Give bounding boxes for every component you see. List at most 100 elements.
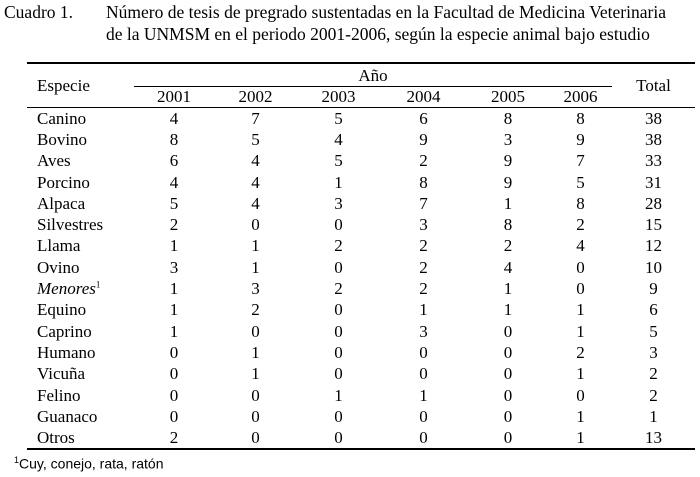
- value-cell: 2: [134, 427, 214, 451]
- value-cell: 7: [251, 108, 260, 128]
- value-cell: 0: [334, 342, 343, 362]
- species-cell: Humano: [27, 342, 134, 363]
- species-cell: Caprino: [27, 321, 134, 342]
- species-name: Llama: [37, 236, 81, 256]
- species-name: Alpaca: [37, 193, 86, 213]
- value-cell: 5: [169, 193, 179, 213]
- year-group-header: Año: [134, 62, 612, 87]
- species-cell: Porcino: [27, 172, 134, 193]
- table-row: Canino 4 7 5 6 8 8 38: [27, 108, 695, 130]
- value-cell: 1: [169, 300, 179, 320]
- table-row: Caprino 1 0 0 3 0 1 5: [27, 321, 695, 342]
- total-cell: 33: [645, 151, 662, 171]
- table-row: Bovino 8 5 4 9 3 9 38: [27, 129, 695, 150]
- caption-line-2: de la UNMSM en el periodo 2001-2006, seg…: [106, 24, 650, 44]
- value-cell: 0: [334, 300, 343, 320]
- value-cell: 4: [251, 151, 260, 171]
- species-name: Vicuña: [37, 364, 86, 384]
- caption-line-1: Número de tesis de pregrado sustentadas …: [106, 2, 666, 22]
- species-name: Silvestres: [37, 215, 104, 235]
- value-cell: 4: [576, 236, 585, 256]
- value-cell: 3: [419, 215, 428, 235]
- species-name: Caprino: [37, 321, 92, 341]
- total-header: Total: [612, 62, 695, 108]
- total-cell: 31: [645, 172, 662, 192]
- species-name: Otros: [37, 427, 75, 447]
- value-cell: 4: [251, 172, 260, 192]
- value-cell: 9: [503, 172, 513, 192]
- value-cell: 0: [503, 385, 513, 405]
- species-cell: Aves: [27, 151, 134, 172]
- year-header-2005: 2005: [467, 86, 549, 108]
- value-cell: 0: [334, 364, 343, 384]
- footnote-reference: 1: [95, 279, 101, 290]
- species-name: Menores: [37, 279, 96, 299]
- value-cell: 0: [251, 385, 260, 405]
- value-cell: 1: [251, 257, 260, 277]
- value-cell: 2: [576, 342, 585, 362]
- value-cell: 0: [576, 385, 585, 405]
- theses-table: Especie Año Total 2001 2002 2003 2004 2005 20…: [27, 62, 695, 451]
- value-cell: 0: [503, 364, 513, 384]
- value-cell: 2: [169, 215, 179, 235]
- value-cell: 1: [576, 406, 585, 426]
- total-cell: 5: [649, 321, 658, 341]
- species-cell: Ovino: [27, 257, 134, 278]
- value-cell: 4: [169, 172, 179, 192]
- caption-text: Número de tesis de pregrado sustentadas …: [106, 1, 694, 45]
- value-cell: 5: [576, 172, 585, 192]
- table-row: Ovino 3 1 0 2 4 0 10: [27, 257, 695, 278]
- table-row: Vicuña 0 1 0 0 0 1 2: [27, 364, 695, 385]
- species-cell: Guanaco: [27, 406, 134, 427]
- species-name: Felino: [37, 385, 81, 405]
- table-row: Silvestres 2 0 0 3 8 2 15: [27, 214, 695, 235]
- value-cell: 0: [467, 427, 549, 451]
- value-cell: 2: [419, 279, 428, 299]
- year-header-2001: 2001: [134, 86, 214, 108]
- value-cell: 1: [503, 279, 513, 299]
- species-name: Ovino: [37, 257, 80, 277]
- table-row: Equino 1 2 0 1 1 1 6: [27, 300, 695, 321]
- table-row: Humano 0 1 0 0 0 2 3: [27, 342, 695, 363]
- total-cell: 10: [645, 257, 662, 277]
- value-cell: 0: [419, 342, 428, 362]
- value-cell: 9: [419, 129, 428, 149]
- value-cell: 2: [419, 257, 428, 277]
- species-cell: Vicuña: [27, 364, 134, 385]
- value-cell: 0: [169, 385, 179, 405]
- value-cell: 9: [503, 151, 513, 171]
- total-cell: 12: [645, 236, 662, 256]
- value-cell: 4: [334, 129, 343, 149]
- table-row: Llama 1 1 2 2 2 4 12: [27, 236, 695, 257]
- value-cell: 0: [169, 364, 179, 384]
- table-body: Canino 4 7 5 6 8 8 38 Bovino 8 5 4 9 3 9 38 Aves 6 4 5 2 9 7 33…: [27, 108, 695, 451]
- species-cell: Otros: [27, 427, 134, 451]
- value-cell: 1: [251, 364, 260, 384]
- value-cell: 0: [503, 406, 513, 426]
- value-cell: 8: [503, 215, 513, 235]
- value-cell: 1: [251, 342, 260, 362]
- value-cell: 6: [169, 151, 179, 171]
- value-cell: 1: [169, 321, 179, 341]
- species-name: Canino: [37, 108, 87, 128]
- species-name: Guanaco: [37, 406, 98, 426]
- species-cell: Equino: [27, 300, 134, 321]
- value-cell: 0: [503, 342, 513, 362]
- total-cell: 6: [649, 300, 658, 320]
- value-cell: 3: [251, 279, 260, 299]
- value-cell: 6: [419, 108, 428, 128]
- total-cell: 9: [649, 279, 658, 299]
- year-header-2004: 2004: [380, 86, 467, 108]
- value-cell: 0: [576, 279, 585, 299]
- value-cell: 7: [419, 193, 428, 213]
- value-cell: 1: [576, 300, 585, 320]
- total-cell: 1: [649, 406, 658, 426]
- value-cell: 1: [549, 427, 612, 451]
- value-cell: 1: [503, 193, 513, 213]
- value-cell: 0: [419, 364, 428, 384]
- table-row: Aves 6 4 5 2 9 7 33: [27, 151, 695, 172]
- species-header: Especie: [27, 62, 134, 108]
- table-row: Otros 2 0 0 0 0 1 13: [27, 427, 695, 451]
- value-cell: 2: [334, 236, 343, 256]
- value-cell: 0: [214, 427, 297, 451]
